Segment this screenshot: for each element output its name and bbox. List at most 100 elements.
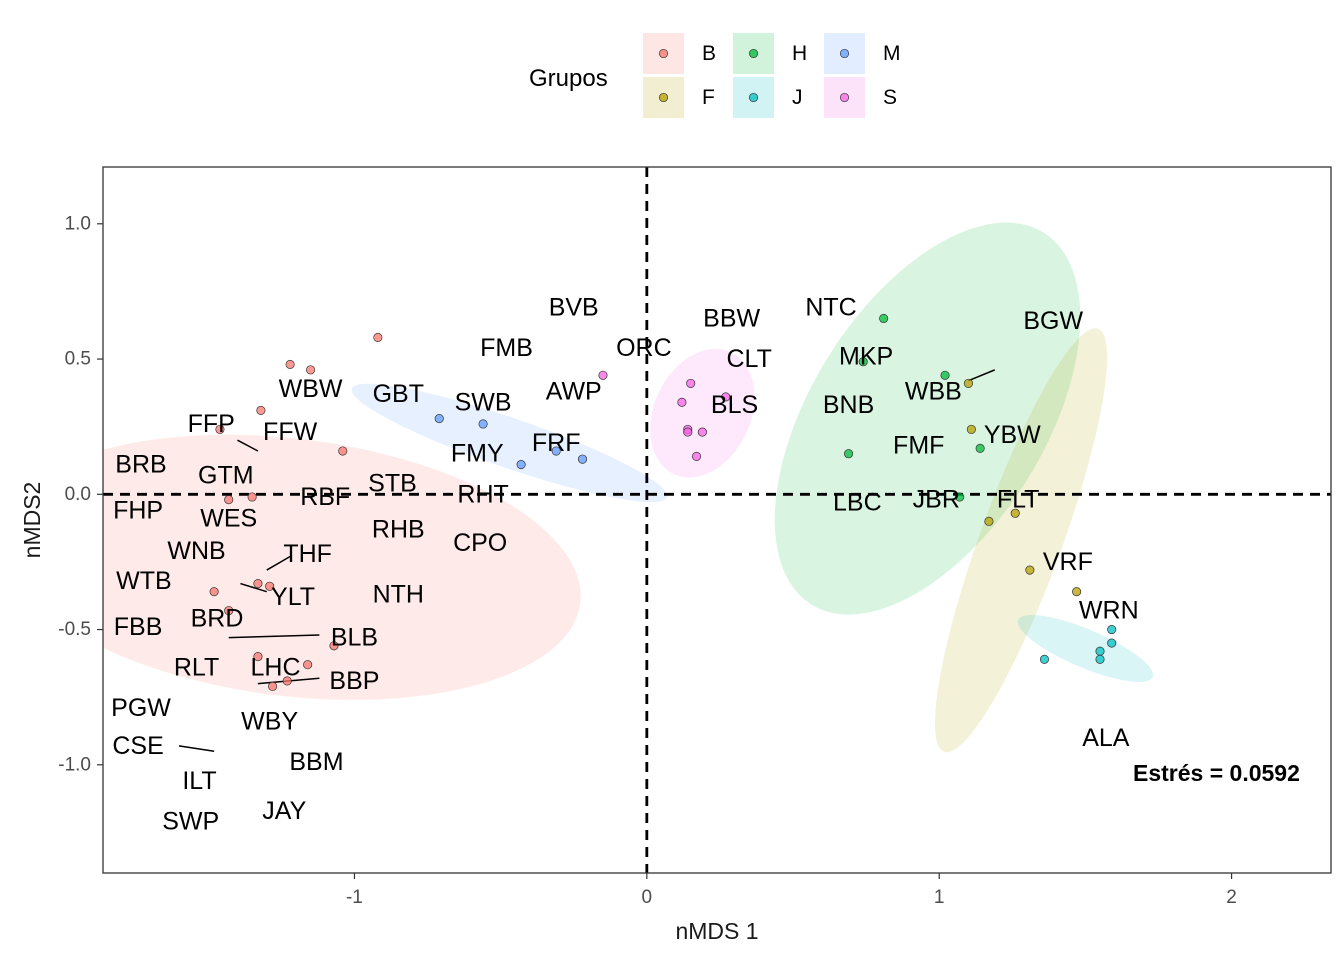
point-group-b [247,492,257,502]
stress-annotation: Estrés = 0.0592 [1133,760,1300,786]
point-group-b [282,676,292,686]
point-label: BBP [329,667,379,695]
point-group-s [721,392,731,402]
point-label: BGW [1023,307,1083,335]
point-group-s [691,451,702,461]
point-label: FMF [893,432,944,460]
panel-background [103,167,1331,873]
point-label: THF [283,540,332,568]
point-label: BRD [191,605,244,633]
point-group-s [697,427,707,437]
legend-marker [658,48,669,59]
point-label: FRF [532,429,581,457]
point-group-b [256,405,266,415]
legend-label: F [702,86,715,109]
point-label: YBW [984,421,1041,449]
point-label: WES [200,505,257,533]
point-group-h [975,443,985,453]
point-label: MKP [839,342,893,370]
point-label: WBB [905,378,962,406]
point-group-f [984,516,994,526]
point-group-m [434,414,444,424]
legend: Grupos B H M F J S [529,33,901,118]
point-label: FLT [997,486,1040,514]
point-group-b [224,606,234,616]
point-group-b [373,332,383,342]
point-label: NTH [373,580,424,608]
y-tick-label: -1.0 [58,754,91,775]
legend-label: S [883,86,897,109]
axes-layer: -1 0 1 2 1.0 0.5 0.0 -0.5 -1.0 [58,213,1237,908]
point-label: PGW [111,694,171,722]
legend-label: H [792,42,807,65]
point-label: SWB [455,388,512,416]
point-group-f [1010,508,1020,518]
y-tick-label: -0.5 [58,619,91,640]
point-label: BLB [331,624,378,652]
ellipse-group-h [774,222,1081,615]
reference-lines-layer [103,167,1331,873]
legend-marker [658,92,669,103]
point-label: RLT [174,653,219,681]
point-group-j [1107,625,1117,635]
point-label: BNB [823,391,874,419]
point-group-b [338,446,348,456]
label-connector-line [968,369,996,382]
point-group-f [1025,565,1035,575]
legend-label: B [702,42,716,65]
point-group-h [844,449,854,459]
point-label: ALA [1082,724,1130,752]
x-axis-title: nMDS 1 [675,918,758,944]
point-group-h [940,370,950,380]
label-connector-line [237,439,259,452]
point-group-b [253,652,263,662]
ellipse-group-s [650,348,755,478]
point-label: FHP [113,497,163,525]
point-label: WTB [116,567,172,595]
point-label: AWP [546,378,602,406]
point-group-m [516,459,526,470]
point-group-m [551,446,561,456]
point-label: FFP [188,410,235,438]
point-label: BLS [711,391,758,419]
legend-label: J [792,86,803,109]
point-group-b [209,587,219,597]
point-label: NTC [805,294,856,322]
point-group-b [306,365,316,375]
legend-title: Grupos [529,65,608,92]
point-group-f [963,378,973,388]
point-label: LHC [250,653,300,681]
point-label: RHT [457,480,508,508]
point-label: GBT [373,380,424,408]
point-label: JBR [913,486,960,514]
panel-border [102,166,1332,874]
point-group-m [478,419,488,429]
point-group-s [683,427,693,437]
point-label: WNB [167,537,225,565]
ellipse-group-j [1017,614,1154,682]
point-label: RBF [300,483,350,511]
point-label: GTM [198,461,254,489]
point-label: FBB [114,613,163,641]
point-group-j [1095,654,1105,664]
point-label: FMB [480,334,533,362]
point-label: JAY [262,797,306,825]
point-label: STB [368,469,417,497]
point-label: BVB [549,294,599,322]
point-group-j [1039,654,1050,664]
point-group-f [1072,587,1082,597]
legend-marker [748,48,759,59]
legend-marker [748,92,759,103]
plot-panel: BVB FMB ORC AWP WBW GBT SWB FFP FFW FRF FMY BRB GTM S… [102,166,1332,874]
point-group-b [265,581,275,591]
ellipses-layer [103,222,1154,753]
point-label: ILT [182,767,216,795]
point-group-b [253,579,263,589]
x-tick-label: 0 [642,887,653,908]
point-group-s [677,397,687,407]
point-group-b [215,424,225,434]
point-label: CSE [112,732,163,760]
point-label: LBC [833,488,882,516]
point-group-b [329,641,339,651]
ellipse-group-f [935,328,1108,753]
